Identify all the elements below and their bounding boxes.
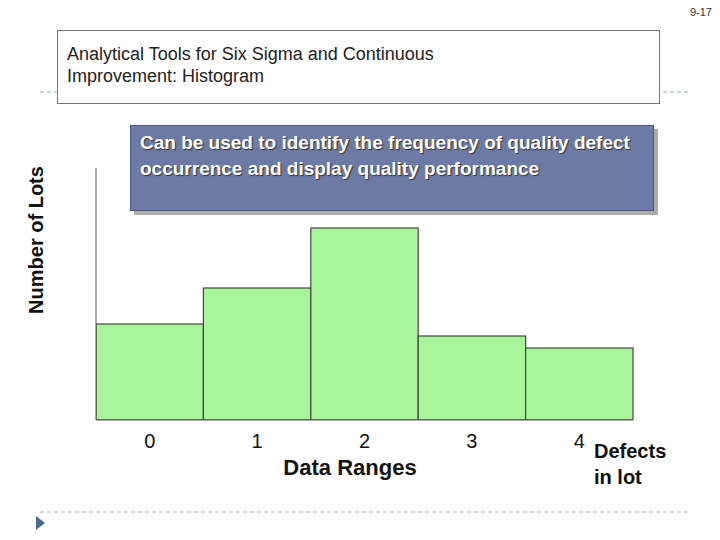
bars (96, 228, 633, 420)
bullet-arrow (36, 516, 45, 530)
bar (418, 336, 525, 420)
y-axis (96, 168, 97, 420)
x-unit-label: Defects in lot (594, 438, 684, 490)
page-number: 9-17 (660, 6, 712, 18)
y-axis-label: Number of Lots (25, 150, 51, 330)
x-tick-label: 0 (120, 430, 180, 453)
bar (203, 288, 310, 420)
callout-text: Can be used to identify the frequency of… (140, 130, 645, 182)
x-axis (96, 420, 633, 421)
x-tick-label: 1 (227, 430, 287, 453)
bar (96, 324, 203, 420)
bar (526, 348, 633, 420)
x-axis-label: Data Ranges (250, 455, 450, 481)
slide: 01234Analytical Tools for Six Sigma and … (0, 0, 720, 540)
x-tick-label: 2 (335, 430, 395, 453)
bar (311, 228, 418, 420)
rule (40, 512, 690, 513)
title: Analytical Tools for Six Sigma and Conti… (67, 43, 537, 87)
x-tick-label: 3 (442, 430, 502, 453)
